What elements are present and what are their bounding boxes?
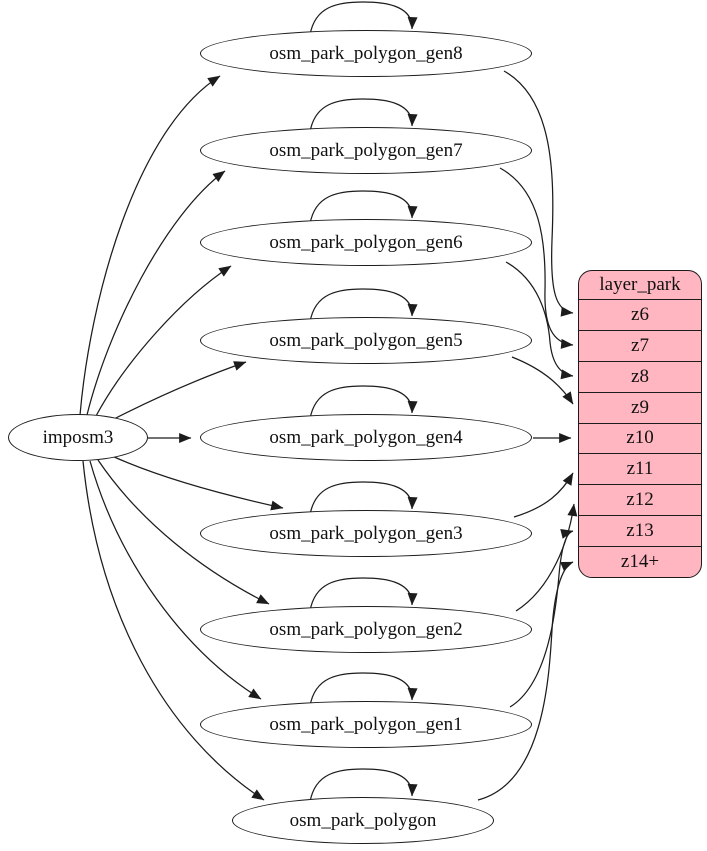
node-osm-park-polygon-gen2: osm_park_polygon_gen2 bbox=[200, 606, 532, 653]
layer-park-row-z6: z6 bbox=[579, 299, 701, 330]
node-osm-park-polygon-gen6: osm_park_polygon_gen6 bbox=[200, 219, 532, 266]
layer-park-row-z13: z13 bbox=[579, 515, 701, 546]
node-osm-park-polygon-gen6-label: osm_park_polygon_gen6 bbox=[269, 231, 463, 253]
self-loop-polygon bbox=[309, 768, 418, 803]
edge-imposm3-to-gen2 bbox=[97, 459, 270, 605]
edge-gen2-to-z12 bbox=[515, 503, 578, 612]
edge-imposm3-to-polygon bbox=[82, 460, 265, 801]
layer-park-row-z14plus: z14+ bbox=[579, 546, 701, 577]
node-osm-park-polygon-gen4-label: osm_park_polygon_gen4 bbox=[269, 426, 463, 448]
edge-gen6-to-z8 bbox=[505, 261, 574, 380]
node-osm-park-polygon-gen1-label: osm_park_polygon_gen1 bbox=[269, 713, 463, 735]
node-osm-park-polygon-gen8-label: osm_park_polygon_gen8 bbox=[269, 42, 463, 64]
edge-imposm3-to-gen7 bbox=[86, 170, 226, 416]
layer-park-row-z10: z10 bbox=[579, 422, 701, 454]
layer-park-row-z8: z8 bbox=[579, 360, 701, 392]
edge-gen1-to-z13 bbox=[509, 529, 574, 708]
edge-imposm3-to-gen8 bbox=[79, 75, 221, 416]
self-loop-gen1 bbox=[309, 672, 418, 707]
self-loop-gen8 bbox=[309, 1, 418, 36]
edge-gen5-to-z9 bbox=[511, 356, 574, 405]
layer-park-row-z9: z9 bbox=[579, 391, 701, 423]
node-osm-park-polygon: osm_park_polygon bbox=[232, 797, 494, 844]
edge-imposm3-to-gen1 bbox=[89, 460, 262, 700]
node-osm-park-polygon-gen3: osm_park_polygon_gen3 bbox=[200, 510, 532, 557]
node-imposm3-label: imposm3 bbox=[42, 426, 114, 448]
layer-park-row-z7: z7 bbox=[579, 329, 701, 361]
edge-polygon-to-z14plus bbox=[477, 561, 574, 801]
node-osm-park-polygon-gen2-label: osm_park_polygon_gen2 bbox=[269, 618, 463, 640]
node-layer-park: layer_park z6 z7 z8 z9 z10 z11 z12 z13 z… bbox=[578, 270, 702, 578]
edge-gen3-to-z11 bbox=[513, 472, 574, 518]
node-osm-park-polygon-gen7-label: osm_park_polygon_gen7 bbox=[269, 139, 463, 161]
self-loop-gen5 bbox=[309, 288, 418, 323]
layer-park-row-z12: z12 bbox=[579, 484, 701, 515]
node-osm-park-polygon-gen3-label: osm_park_polygon_gen3 bbox=[269, 522, 463, 544]
node-imposm3: imposm3 bbox=[8, 414, 148, 461]
self-loop-gen6 bbox=[309, 190, 418, 225]
layer-park-title: layer_park bbox=[599, 274, 681, 295]
node-osm-park-polygon-gen4: osm_park_polygon_gen4 bbox=[200, 414, 532, 461]
edge-imposm3-to-gen5 bbox=[111, 361, 247, 421]
edge-gen7-to-z7 bbox=[499, 167, 574, 349]
self-loop-gen4 bbox=[309, 385, 418, 420]
node-osm-park-polygon-gen5: osm_park_polygon_gen5 bbox=[200, 317, 532, 364]
self-loop-gen7 bbox=[309, 98, 418, 133]
layer-park-row-z11: z11 bbox=[579, 453, 701, 484]
node-osm-park-polygon-label: osm_park_polygon bbox=[289, 809, 437, 831]
node-osm-park-polygon-gen5-label: osm_park_polygon_gen5 bbox=[269, 329, 463, 351]
node-osm-park-polygon-gen8: osm_park_polygon_gen8 bbox=[200, 30, 532, 77]
edge-imposm3-to-gen3 bbox=[111, 455, 284, 511]
edge-imposm3-to-gen6 bbox=[95, 265, 232, 417]
node-osm-park-polygon-gen7: osm_park_polygon_gen7 bbox=[200, 127, 532, 174]
self-loop-gen2 bbox=[309, 577, 418, 612]
edge-gen8-to-z6 bbox=[503, 70, 574, 317]
node-osm-park-polygon-gen1: osm_park_polygon_gen1 bbox=[200, 701, 532, 748]
self-loop-gen3 bbox=[309, 481, 418, 516]
